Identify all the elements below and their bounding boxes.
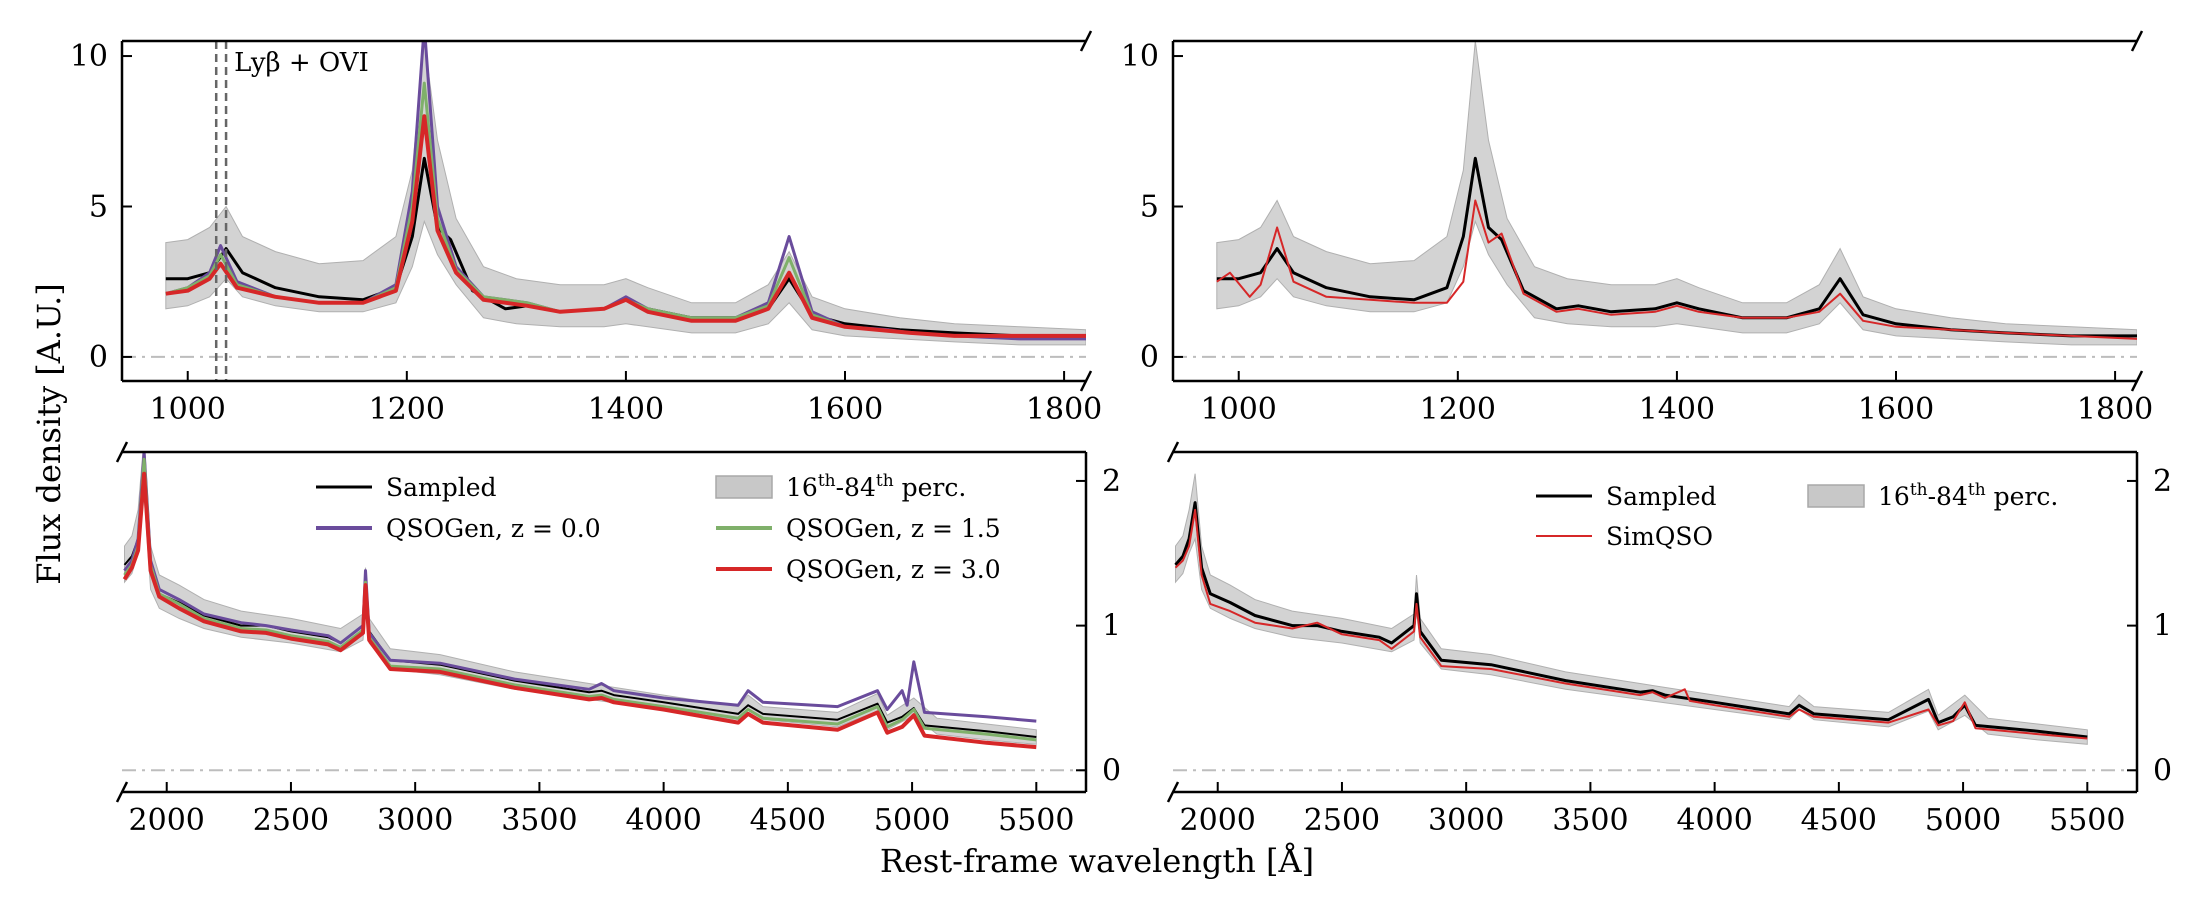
y-tick-label-0: 0 [89, 340, 108, 375]
x-tick-label-1: 2500 [253, 803, 329, 838]
x-tick-label-5: 4500 [1801, 803, 1877, 838]
percentile-band [124, 452, 1037, 745]
series-line-qsogen-z-0-0 [123, 452, 1037, 723]
axis-break-mark-0 [2130, 30, 2144, 52]
plot-area [122, 452, 1086, 772]
series-line-qsogen-z-3-0 [165, 114, 1086, 338]
x-tick-label-7: 5500 [998, 803, 1074, 838]
x-tick-label-1: 1200 [1420, 392, 1496, 427]
x-tick-label-6: 5000 [1925, 803, 2001, 838]
x-tick-label-3: 1600 [807, 392, 883, 427]
y-tick-label-1: 1 [1102, 609, 1121, 644]
legend-label-1: SimQSO [1606, 522, 1713, 551]
y-tick-label-2: 2 [2153, 464, 2172, 499]
x-tick-label-2: 3000 [1428, 803, 1504, 838]
series-line-simqso [1216, 199, 2137, 340]
series-line-qsogen-z-1-5 [123, 457, 1037, 742]
y-tick-label-0: 0 [1102, 753, 1121, 788]
x-tick-label-0: 2000 [1180, 803, 1256, 838]
y-tick-label-2: 10 [70, 39, 108, 74]
x-tick-label-0: 1000 [1201, 392, 1277, 427]
axis-break-mark-0 [115, 441, 129, 463]
y-tick-label-0: 0 [2153, 753, 2172, 788]
x-tick-label-2: 1400 [1639, 392, 1715, 427]
x-tick-label-4: 4000 [1676, 803, 1752, 838]
shared-ylabel: Flux density [A.U.] [30, 283, 68, 585]
percentile-band [1175, 473, 2088, 745]
plot-area [122, 41, 1086, 381]
axis-break-mark-1 [2130, 370, 2144, 392]
y-tick-label-2: 10 [1121, 39, 1159, 74]
series-line-simqso [1174, 508, 2088, 740]
legend-label-3: QSOGen, z = 1.5 [786, 514, 1001, 543]
panel-bottom-right: 2000 2500 3000 3500 4000 4500 5000 5500 0 1 2 Sampl… [1166, 441, 2172, 838]
x-tick-label-5: 4500 [750, 803, 826, 838]
x-tick-label-4: 1800 [2077, 392, 2153, 427]
axis-break-mark-1 [115, 781, 129, 803]
x-tick-label-3: 1600 [1858, 392, 1934, 427]
annotation-label: Lyβ + OVI [234, 48, 369, 78]
y-tick-label-2: 2 [1102, 464, 1121, 499]
y-tick-label-1: 5 [89, 189, 108, 224]
x-tick-label-1: 1200 [369, 392, 445, 427]
series-line-sampled [1174, 501, 2088, 739]
y-tick-label-1: 1 [2153, 609, 2172, 644]
axis-break-mark-1 [1166, 781, 1180, 803]
x-tick-label-7: 5500 [2049, 803, 2125, 838]
plot-area [1173, 473, 2137, 772]
shared-xlabel: Rest-frame wavelength [Å] [880, 842, 1314, 880]
series-line-qsogen-z-3-0 [122, 471, 1037, 750]
x-tick-label-0: 2000 [129, 803, 205, 838]
panel-top-left: Lyβ + OVI 1000 1200 1400 1600 1800 0 5 10 [70, 30, 1102, 427]
x-tick-label-1: 2500 [1304, 803, 1380, 838]
x-tick-label-3: 3500 [1552, 803, 1628, 838]
x-tick-label-4: 4000 [625, 803, 701, 838]
axis-break-mark-0 [1166, 441, 1180, 463]
legend: Sampled QSOGen, z = 0.0 16th-84th perc. QSO… [316, 471, 1001, 584]
y-tick-label-1: 5 [1140, 189, 1159, 224]
panel-bottom-left: 2000 2500 3000 3500 4000 4500 5000 5500 0 1 2 Sampl… [115, 441, 1121, 838]
plot-area [1173, 41, 2137, 358]
x-tick-label-0: 1000 [150, 392, 226, 427]
legend-label-2: 16th-84th perc. [1878, 480, 2058, 511]
x-tick-label-2: 3000 [377, 803, 453, 838]
panel-top-right: 1000 1200 1400 1600 1800 0 5 10 [1121, 30, 2153, 427]
legend: Sampled SimQSO 16th-84th perc. [1536, 480, 2058, 551]
x-tick-label-6: 5000 [874, 803, 950, 838]
legend-swatch-2 [715, 475, 773, 499]
legend-swatch-2 [1807, 484, 1865, 508]
axis-break-mark-0 [1079, 30, 1093, 52]
legend-label-1: QSOGen, z = 0.0 [386, 514, 601, 543]
legend-label-0: Sampled [386, 473, 497, 502]
axis-break-mark-1 [1079, 370, 1093, 392]
x-tick-label-2: 1400 [588, 392, 664, 427]
legend-label-4: QSOGen, z = 3.0 [786, 555, 1001, 584]
legend-label-0: Sampled [1606, 482, 1717, 511]
x-tick-label-3: 3500 [501, 803, 577, 838]
legend-label-2: 16th-84th perc. [786, 471, 966, 502]
series-line-sampled [1216, 156, 2137, 338]
y-tick-label-0: 0 [1140, 340, 1159, 375]
percentile-band [1216, 41, 2137, 346]
x-tick-label-4: 1800 [1026, 392, 1102, 427]
